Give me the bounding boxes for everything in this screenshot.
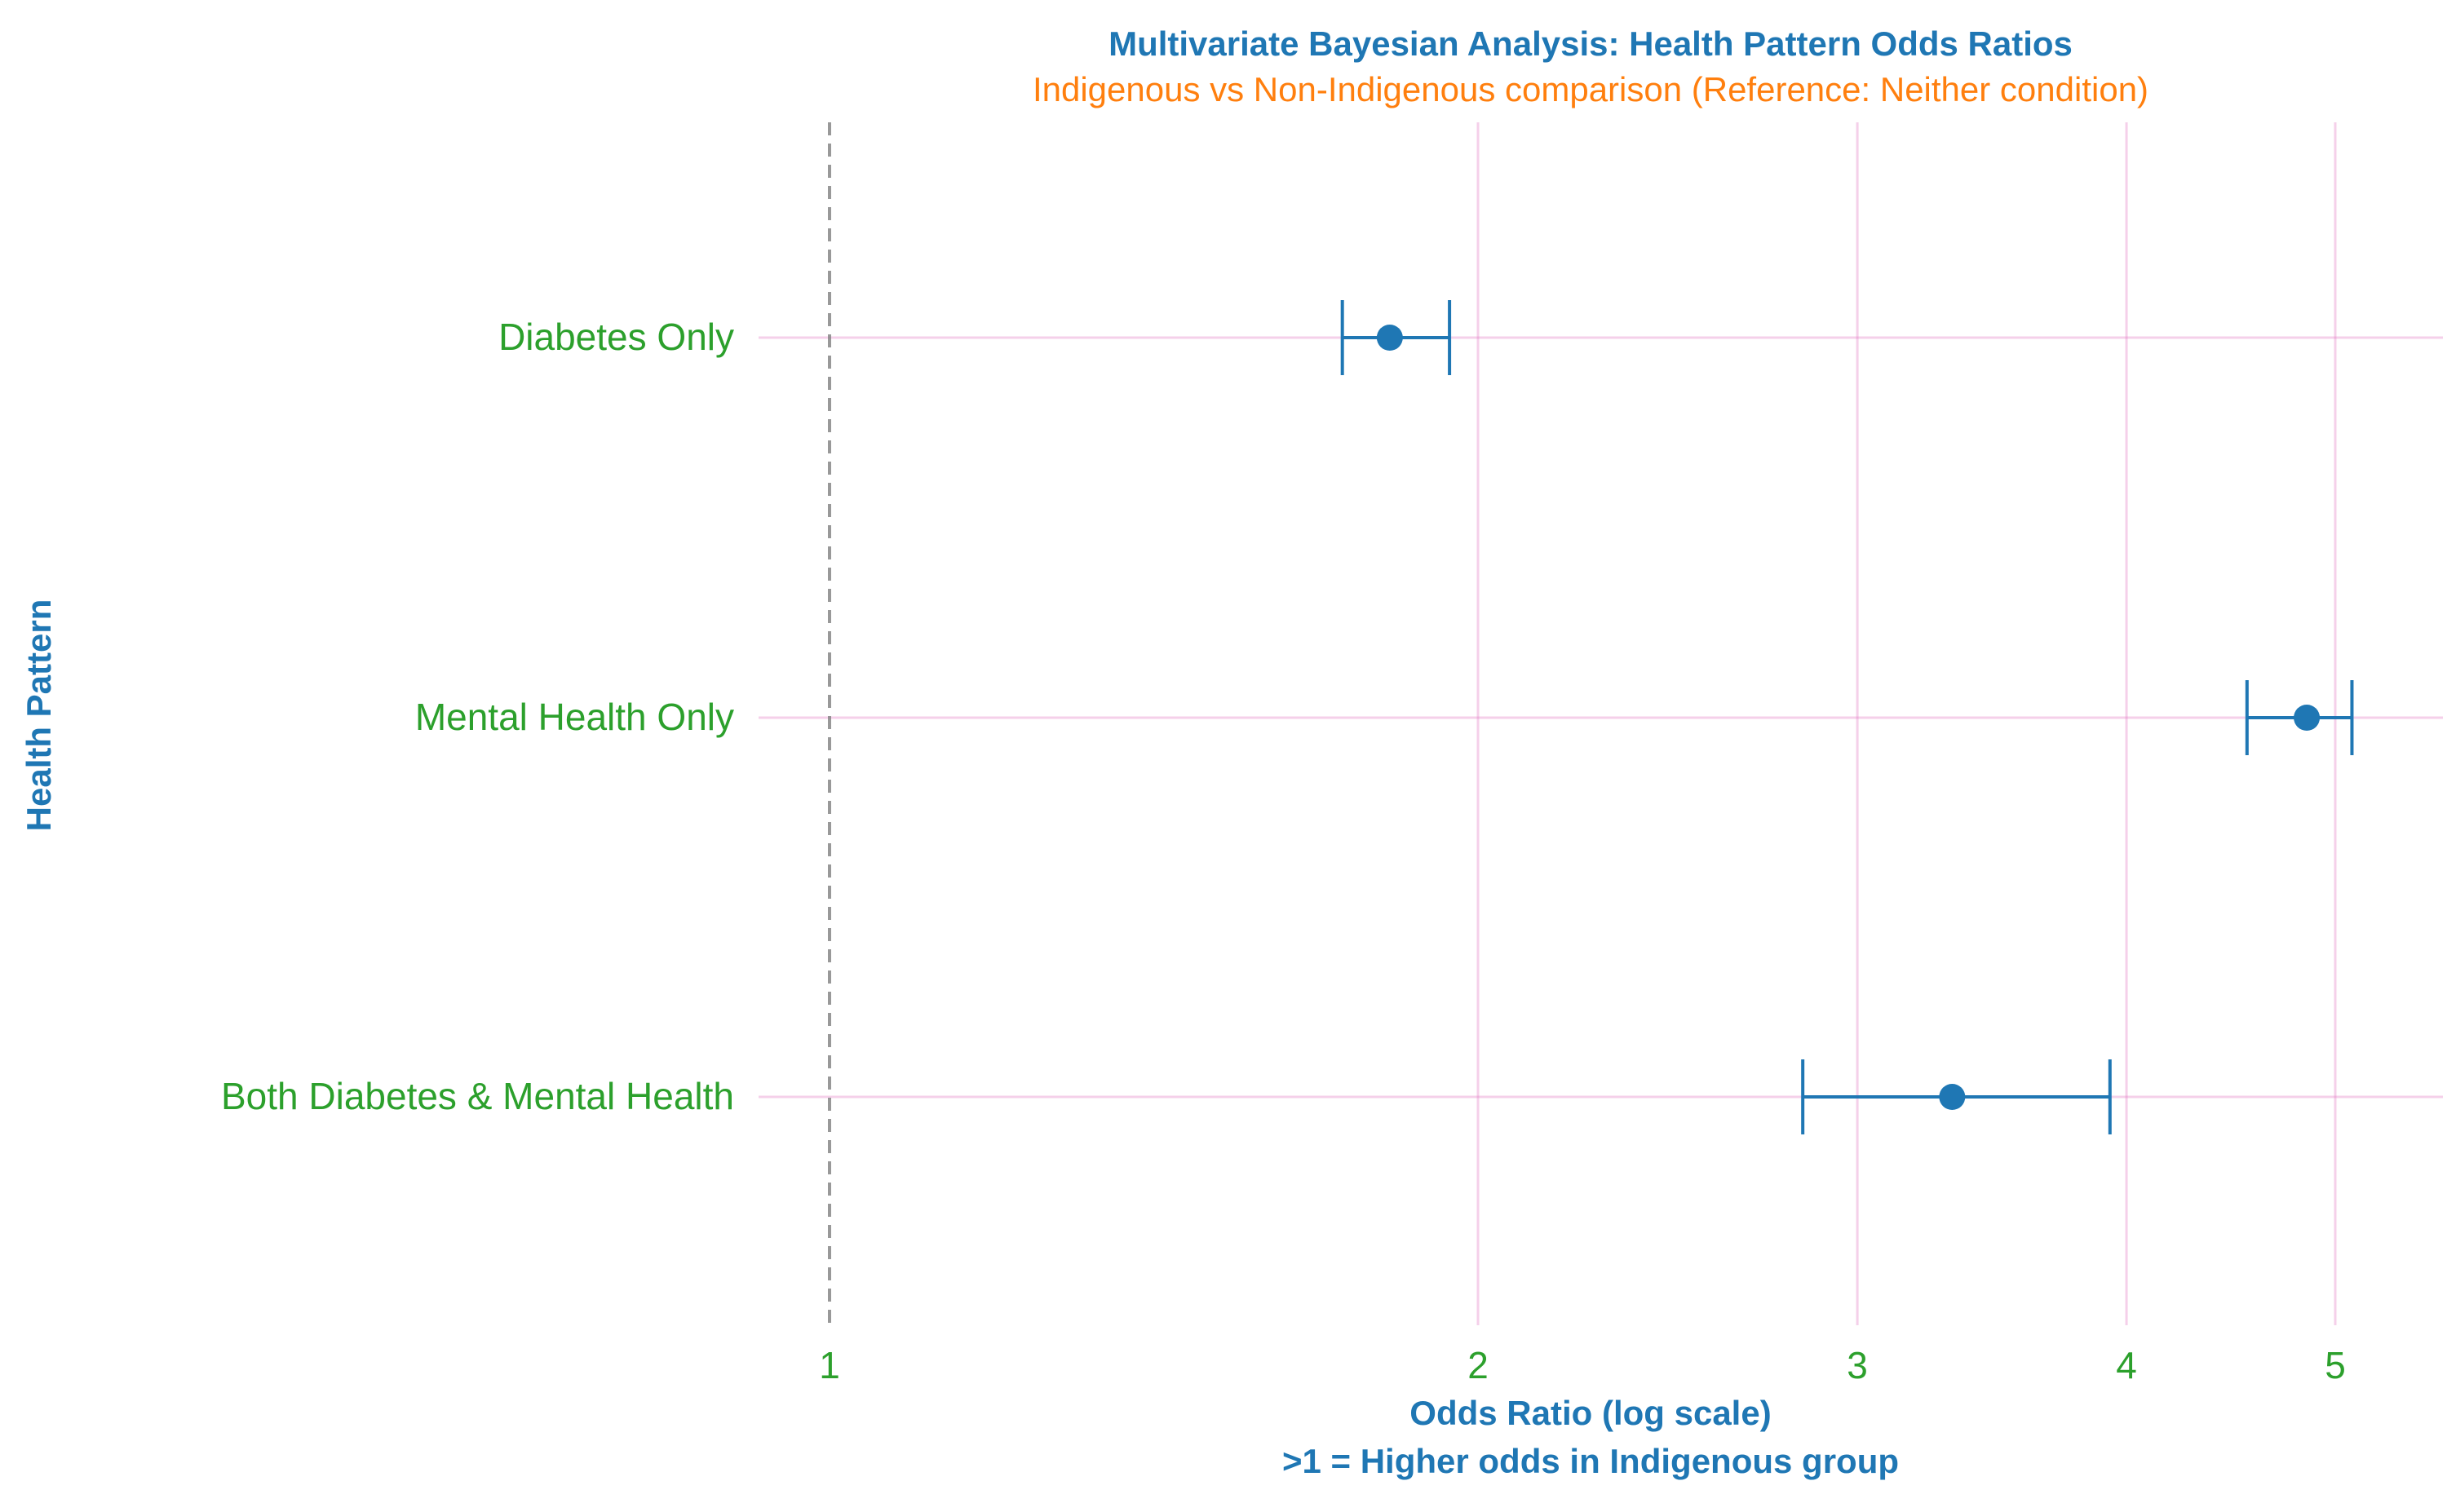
marks-layer bbox=[1340, 300, 2354, 1134]
y-tick-label: Mental Health Only bbox=[415, 696, 734, 738]
x-axis-label-note: >1 = Higher odds in Indigenous group bbox=[1282, 1442, 1899, 1480]
chart-title: Multivariate Bayesian Analysis: Health P… bbox=[1108, 24, 2073, 63]
x-tick-label: 3 bbox=[1847, 1344, 1868, 1386]
y-tick-label: Diabetes Only bbox=[498, 316, 734, 358]
point-estimate bbox=[1939, 1084, 1966, 1110]
x-axis-label: Odds Ratio (log scale) bbox=[1409, 1394, 1771, 1432]
chart-subtitle: Indigenous vs Non-Indigenous comparison … bbox=[1033, 70, 2148, 108]
point-estimate bbox=[2294, 705, 2321, 731]
y-axis-label: Health Pattern bbox=[20, 599, 58, 832]
point-estimate bbox=[1376, 325, 1403, 351]
x-tick-label: 4 bbox=[2116, 1344, 2137, 1386]
x-tick-label: 2 bbox=[1467, 1344, 1489, 1386]
y-tick-label: Both Diabetes & Mental Health bbox=[221, 1075, 734, 1117]
grid-layer bbox=[759, 122, 2443, 1325]
ticks-layer: Diabetes Only Mental Health Only Both Diab… bbox=[221, 316, 2346, 1386]
x-tick-label: 5 bbox=[2325, 1344, 2346, 1386]
x-tick-label: 1 bbox=[819, 1344, 840, 1386]
